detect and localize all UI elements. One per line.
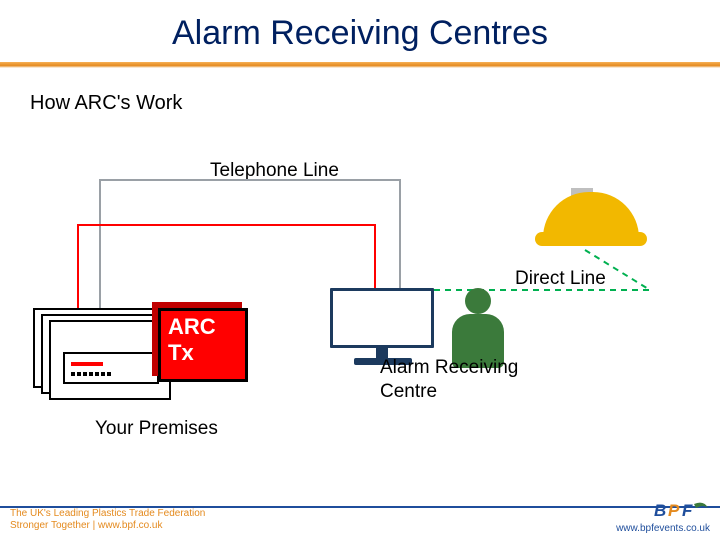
accent-bar — [0, 62, 720, 68]
telephone-line-label: Telephone Line — [210, 160, 339, 182]
subtitle: How ARC's Work — [30, 92, 182, 115]
diagram-lines — [0, 0, 720, 540]
footer-url: www.bpfevents.co.uk — [616, 523, 710, 534]
svg-text:B: B — [654, 501, 666, 520]
led-indicator — [71, 362, 103, 366]
page-title: Alarm Receiving Centres — [0, 14, 720, 53]
svg-text:F: F — [682, 501, 693, 520]
slide: Alarm Receiving Centres How ARC's Work T… — [0, 0, 720, 540]
bpf-logo: B P F — [654, 498, 710, 522]
arc-tx-label: ARC Tx — [168, 314, 216, 366]
footer-line1: The UK's Leading Plastics Trade Federati… — [10, 508, 205, 520]
led-dots — [71, 372, 111, 376]
footer-left: The UK's Leading Plastics Trade Federati… — [10, 508, 205, 532]
panel-slot — [63, 352, 159, 384]
your-premises-label: Your Premises — [95, 418, 218, 440]
hard-hat-icon — [535, 188, 647, 250]
footer-line2: Stronger Together | www.bpf.co.uk — [10, 520, 205, 532]
svg-text:P: P — [668, 501, 680, 520]
direct-line-label: Direct Line — [515, 268, 606, 290]
arc-label: Alarm Receiving Centre — [380, 356, 518, 404]
